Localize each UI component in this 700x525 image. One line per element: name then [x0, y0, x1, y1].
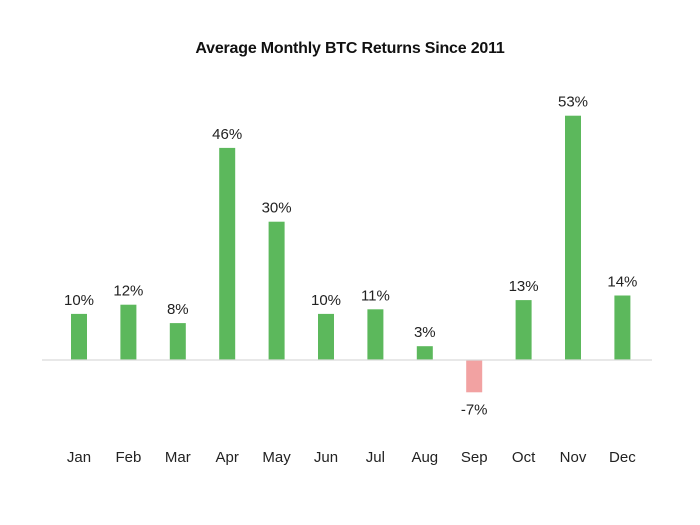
x-tick-label-jun: Jun: [314, 449, 338, 466]
data-label-sep: -7%: [461, 401, 488, 418]
data-label-jan: 10%: [64, 292, 94, 309]
bar-apr: [219, 147, 236, 360]
data-label-dec: 14%: [607, 274, 637, 291]
bar-feb: [120, 304, 137, 360]
bar-oct: [515, 300, 532, 360]
bar-sep: [466, 360, 483, 393]
x-tick-label-aug: Aug: [411, 449, 438, 466]
bar-jun: [318, 313, 334, 360]
bar-mar: [169, 323, 186, 360]
bar-aug: [416, 346, 433, 360]
chart-title: Average Monthly BTC Returns Since 2011: [195, 40, 505, 57]
x-tick-label-sep: Sep: [461, 449, 488, 466]
bar-jan: [71, 313, 87, 360]
bar-may: [268, 221, 285, 360]
data-label-nov: 53%: [558, 94, 588, 111]
bars-group: [71, 115, 631, 393]
x-tick-label-oct: Oct: [512, 449, 536, 466]
x-tick-labels-group: Jan Feb Mar Apr May Jun Jul Aug Sep Oct Nov Dec: [67, 449, 636, 466]
data-label-jun: 10%: [311, 292, 341, 309]
x-tick-label-nov: Nov: [560, 449, 587, 466]
bar-nov: [565, 115, 581, 360]
data-label-aug: 3%: [414, 324, 436, 341]
x-tick-label-jul: Jul: [366, 449, 385, 466]
data-label-mar: 8%: [167, 301, 189, 318]
bar-dec: [614, 295, 631, 360]
data-label-oct: 13%: [509, 278, 539, 295]
x-tick-label-feb: Feb: [115, 449, 141, 466]
x-tick-label-mar: Mar: [165, 449, 191, 466]
x-tick-label-may: May: [262, 449, 291, 466]
data-label-may: 30%: [262, 200, 292, 217]
x-tick-label-jan: Jan: [67, 449, 91, 466]
bar-jul: [367, 309, 384, 360]
data-label-apr: 46%: [212, 126, 242, 143]
x-tick-label-dec: Dec: [609, 449, 636, 466]
data-label-feb: 12%: [113, 283, 143, 300]
data-labels-group: 10% 12% 8% 46% 30% 10% 11% 3% -7% 13% 53% 14%: [64, 94, 637, 419]
data-label-jul: 11%: [361, 287, 390, 304]
x-tick-label-apr: Apr: [216, 449, 239, 466]
